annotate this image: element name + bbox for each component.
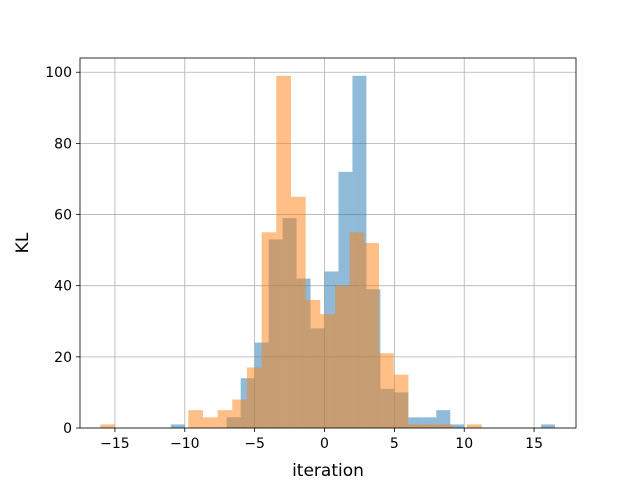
histogram-bar: [188, 410, 203, 428]
histogram-bar: [334, 285, 350, 428]
y-axis-ticks: 0 20 40 60 80 100: [45, 65, 80, 437]
histogram-bars: [100, 75, 556, 429]
y-tick-label: 40: [54, 279, 72, 295]
histogram-bar: [202, 417, 218, 428]
histogram-bar: [541, 424, 556, 428]
histogram-bar: [170, 424, 185, 428]
histogram-bar: [408, 424, 424, 428]
x-tick-label: 10: [455, 436, 473, 452]
histogram-bar: [100, 424, 115, 428]
x-axis-label: iteration: [292, 461, 364, 480]
histogram-bar: [320, 314, 335, 428]
histogram-bar: [393, 374, 409, 428]
y-tick-label: 20: [54, 350, 72, 366]
histogram-bar: [467, 424, 482, 428]
histogram-bar: [450, 424, 465, 428]
x-tick-label: −5: [244, 436, 265, 452]
histogram-bar: [305, 299, 321, 428]
histogram-bar: [422, 417, 437, 428]
x-tick-label: 5: [390, 436, 399, 452]
histogram-bar: [436, 410, 451, 428]
y-tick-label: 80: [54, 136, 72, 152]
axes-frame: [79, 57, 577, 429]
x-tick-label: 0: [320, 436, 329, 452]
x-tick-label: 15: [525, 436, 543, 452]
histogram-bar: [290, 196, 306, 428]
y-tick-label: 0: [63, 421, 72, 437]
histogram-bar: [232, 399, 247, 428]
y-tick-label: 100: [45, 65, 72, 81]
x-tick-label: −10: [170, 436, 200, 452]
x-axis-ticks: −15 −10 −5 0 5 10 15: [100, 428, 543, 452]
histogram-bar: [364, 243, 379, 428]
y-axis-label: KL: [13, 232, 33, 253]
histogram-bar: [423, 424, 438, 428]
x-tick-label: −15: [100, 436, 130, 452]
histogram-bar: [217, 410, 233, 428]
histogram-bar: [349, 232, 365, 428]
histogram-bar: [378, 353, 394, 428]
histogram-bar: [246, 367, 262, 428]
histogram-bar: [408, 417, 423, 428]
histogram-bar: [437, 424, 453, 428]
histogram-bar: [276, 75, 291, 429]
histogram-bar: [261, 232, 277, 428]
y-tick-label: 60: [54, 208, 72, 224]
